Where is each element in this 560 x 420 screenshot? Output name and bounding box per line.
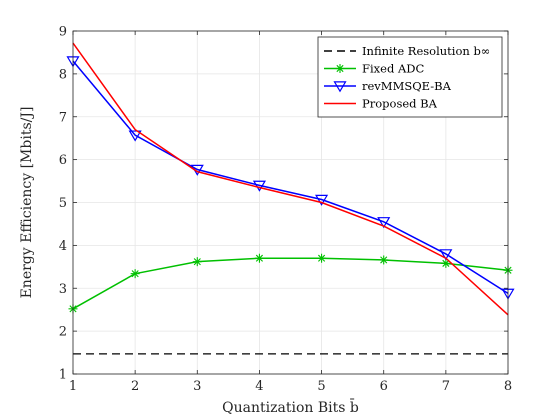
x-axis-label: Quantization Bits b̄: [222, 398, 359, 416]
y-tick-label: 6: [59, 153, 67, 168]
data-point-revmmsqe-ba: [377, 217, 391, 229]
marker-stroke: [442, 259, 450, 267]
x-tick-label: 1: [69, 379, 77, 394]
series-line-proposed-ba: [72, 42, 509, 316]
x-tick-label: 3: [193, 379, 201, 394]
axis-ticks: 1 2 3 4 5 6 7 8 1 2 3 4 5 6 7 8 9: [59, 25, 512, 395]
legend-label-fixed-adc: Fixed ADC: [362, 62, 424, 76]
x-tick-label: 4: [255, 379, 263, 394]
series-line-fixed-adc: [72, 257, 509, 310]
legend: Infinite Resolution b∞ Fixed ADC revMMSQE-…: [317, 36, 503, 118]
data-point-fixed-adc: [441, 258, 451, 268]
marker-stroke: [336, 64, 344, 73]
series-line-revmmsqe-ba: [72, 60, 509, 295]
y-tick-label: 1: [59, 368, 67, 383]
data-point-fixed-adc: [317, 253, 327, 263]
x-tick-label: 6: [380, 379, 388, 394]
series-proposed-ba: [72, 42, 509, 316]
y-tick-label: 4: [59, 239, 67, 254]
y-tick-label: 2: [59, 325, 67, 340]
data-point-revmmsqe-ba: [252, 180, 266, 192]
y-tick-label: 3: [59, 282, 67, 297]
data-point-fixed-adc: [130, 269, 140, 279]
legend-label-proposed-ba: Proposed BA: [362, 97, 438, 111]
marker-stroke: [193, 258, 201, 266]
y-tick-label: 8: [59, 67, 67, 82]
marker-stroke: [380, 256, 388, 264]
marker-stroke: [131, 270, 139, 278]
x-tick-label: 5: [317, 379, 325, 394]
y-axis-label: Energy Efficiency [Mbits/J]: [19, 107, 35, 299]
data-point-revmmsqe-ba: [315, 194, 329, 206]
marker-stroke: [255, 254, 263, 262]
data-point-fixed-adc: [379, 255, 389, 265]
y-tick-label: 7: [59, 110, 67, 125]
y-tick-label: 9: [59, 25, 67, 40]
marker-stroke: [318, 254, 326, 262]
legend-marker-revmmsqe-ba: [333, 81, 347, 93]
data-point-fixed-adc: [192, 257, 202, 267]
legend-label-revmmsqe-ba: revMMSQE-BA: [362, 79, 452, 93]
y-tick-label: 5: [59, 196, 67, 211]
x-tick-label: 8: [504, 379, 512, 394]
data-point-fixed-adc: [254, 253, 264, 263]
series-revmmsqe-ba: [66, 56, 515, 300]
x-tick-label: 2: [131, 379, 139, 394]
x-tick-label: 7: [442, 379, 450, 394]
legend-marker-fixed-adc: [335, 64, 345, 73]
data-point-revmmsqe-ba: [439, 249, 453, 261]
legend-label-infinite-resolution-b: Infinite Resolution b∞: [362, 44, 490, 58]
data-point-revmmsqe-ba: [128, 130, 142, 142]
